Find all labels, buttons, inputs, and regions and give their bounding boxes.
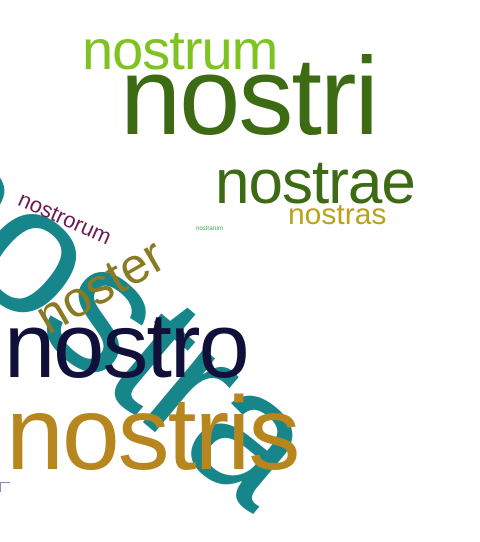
word-cloud: nostra nostri nostrum nostrae nostras no… [0,18,416,542]
word-nostrae: nostrae [215,148,416,217]
word-nostro: nostro [4,295,250,397]
word-nostris: nostris [6,376,300,492]
word-nostrum: nostrum [82,18,278,81]
word-nostri: nostri [120,35,379,158]
corner-mark [0,482,10,492]
word-nostras: nostras [288,198,387,231]
word-nostrarum: nostrarum [196,226,224,232]
